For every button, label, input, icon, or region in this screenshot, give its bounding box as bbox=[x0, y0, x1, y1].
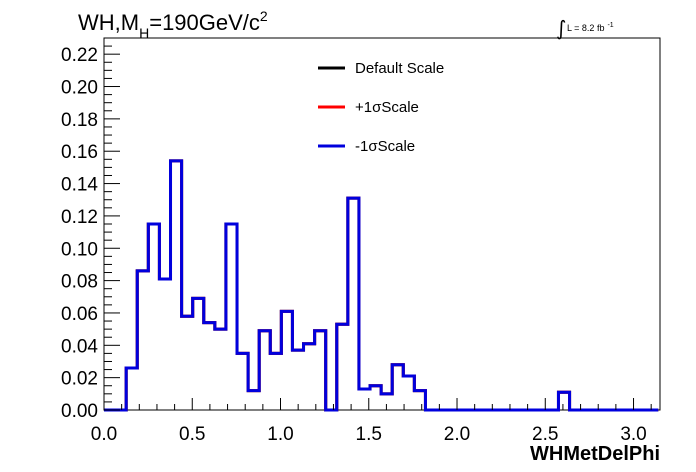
legend-label-1: +1σScale bbox=[355, 99, 419, 116]
plot-frame-group bbox=[103, 37, 661, 411]
luminosity-label: L = 8.2 fb -1 bbox=[567, 22, 614, 33]
plot-frame bbox=[103, 37, 661, 411]
y-tick-label: 0.10 bbox=[61, 239, 98, 260]
series-line-1 bbox=[104, 159, 659, 412]
y-tick-label: 0.04 bbox=[61, 336, 98, 357]
x-tick-label: 0.0 bbox=[91, 424, 117, 445]
y-tick-label: 0.00 bbox=[61, 401, 98, 422]
x-tick-label: 1.5 bbox=[356, 424, 382, 445]
y-tick-label: 0.08 bbox=[61, 272, 98, 293]
axes-group: 0.00 0.02 0.04 0.06 0.08 0.10 0.12 0.14 0.16 0.18… bbox=[61, 37, 652, 445]
x-tick-label: 1.0 bbox=[267, 424, 293, 445]
x-tick-label: 3.0 bbox=[620, 424, 646, 445]
x-tick-label: 2.0 bbox=[444, 424, 470, 445]
histogram-series-group bbox=[104, 159, 659, 412]
y-tick-label: 0.16 bbox=[61, 142, 98, 163]
y-tick-label: 0.18 bbox=[61, 110, 98, 131]
y-tick-label: 0.12 bbox=[61, 207, 98, 228]
annotations-group: WH,MH=190GeV/c2 ∫ L = 8.2 fb -1 WHMetDelP… bbox=[78, 8, 660, 465]
series-line-0 bbox=[104, 159, 659, 412]
legend: Default Scale +1σScale -1σScale bbox=[318, 60, 444, 155]
chart-title: WH,MH=190GeV/c2 bbox=[78, 8, 268, 41]
legend-label-2: -1σScale bbox=[355, 138, 415, 155]
y-tick-label: 0.14 bbox=[61, 175, 98, 196]
y-tick-label: 0.22 bbox=[61, 45, 98, 66]
x-axis-label: WHMetDelPhi bbox=[530, 443, 660, 465]
x-tick-label: 2.5 bbox=[532, 424, 558, 445]
series-line-2 bbox=[104, 159, 659, 412]
y-tick-label: 0.20 bbox=[61, 78, 98, 99]
x-tick-label: 0.5 bbox=[179, 424, 205, 445]
y-tick-label: 0.02 bbox=[61, 369, 98, 390]
y-tick-label: 0.06 bbox=[61, 304, 98, 325]
luminosity-integral-symbol: ∫ bbox=[556, 16, 566, 40]
legend-label-0: Default Scale bbox=[355, 60, 444, 77]
